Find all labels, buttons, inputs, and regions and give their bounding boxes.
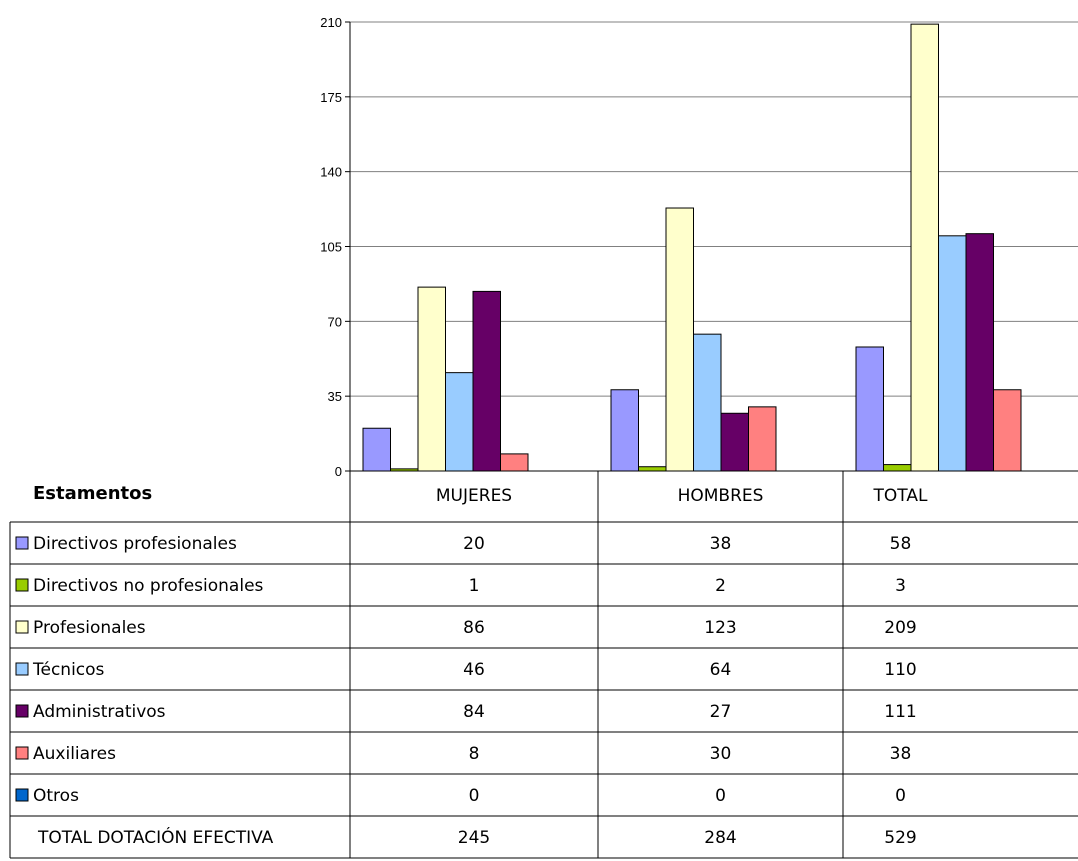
data-label: 123 [704,618,736,638]
legend-swatch [15,662,29,676]
legend-entry-label: Técnicos [32,660,105,680]
bar-1-5 [748,406,777,472]
legend-swatch [15,746,29,760]
bar-2-3 [938,235,967,472]
y-tick-label: 210 [320,15,342,30]
table-row-header-title: Estamentos [33,483,152,504]
y-tick-label: 0 [335,464,342,479]
bar-0-5 [500,453,529,472]
y-tick-label: 105 [320,240,342,255]
bar-0-4 [472,290,501,472]
data-label: 111 [884,702,916,722]
bar-2-5 [993,389,1022,472]
y-tick-label: 70 [328,314,342,329]
bar-2-2 [910,23,939,472]
bar-1-0 [610,389,639,472]
data-label: 3 [895,576,906,596]
legend-swatch [15,536,29,550]
data-label: 38 [890,744,912,764]
bar-2-4 [965,233,994,472]
column-header-mujeres: MUJERES [436,486,512,506]
bar-1-4 [720,412,749,472]
data-label: 284 [704,828,736,848]
bar-2-1 [883,464,912,472]
legend-entry-label: Directivos no profesionales [33,576,264,596]
data-label: 2 [715,576,726,596]
legend-swatch [15,620,29,634]
legend-swatch [15,788,29,802]
bar-2-0 [855,346,884,472]
legend-swatch [15,578,29,592]
data-label: 245 [458,828,490,848]
y-tick-label: 35 [328,389,342,404]
column-header-hombres: HOMBRES [678,486,764,506]
column-header-total: TOTAL [873,486,928,506]
data-label: 8 [469,744,480,764]
data-label: 529 [884,828,916,848]
y-tick-label: 175 [320,90,342,105]
legend-entry-label: Administrativos [33,702,166,722]
data-label: 38 [710,534,732,554]
legend-entry-label: Otros [33,786,79,806]
data-label: 46 [463,660,485,680]
data-label: 86 [463,618,485,638]
legend-entry-label: Auxiliares [33,744,116,764]
bar-0-2 [417,286,446,472]
data-label: 0 [715,786,726,806]
bar-0-0 [362,427,391,472]
bar-1-1 [638,466,667,472]
data-label: 20 [463,534,485,554]
y-axis-tick-labels: 0 35 70 105 140 175 210 [320,15,342,479]
legend-swatch [15,704,29,718]
bar-1-3 [693,333,722,472]
legend-entry-label: Profesionales [33,618,146,638]
data-label: 84 [463,702,485,722]
y-tick-label: 140 [320,165,342,180]
data-label: 0 [469,786,480,806]
bars [362,23,1022,472]
data-label: 30 [710,744,732,764]
data-label: 27 [710,702,732,722]
bar-1-2 [665,207,694,472]
bar-0-3 [445,372,474,472]
total-row-label: TOTAL DOTACIÓN EFECTIVA [37,826,274,848]
data-table: MUJERES HOMBRES TOTAL Directivos profesiona… [9,471,1078,859]
data-label: 110 [884,660,916,680]
data-label: 64 [710,660,732,680]
data-label: 58 [890,534,912,554]
data-label: 1 [469,576,480,596]
data-label: 0 [895,786,906,806]
data-label: 209 [884,618,916,638]
bar-0-1 [390,468,419,472]
legend-entry-label: Directivos profesionales [33,534,237,554]
